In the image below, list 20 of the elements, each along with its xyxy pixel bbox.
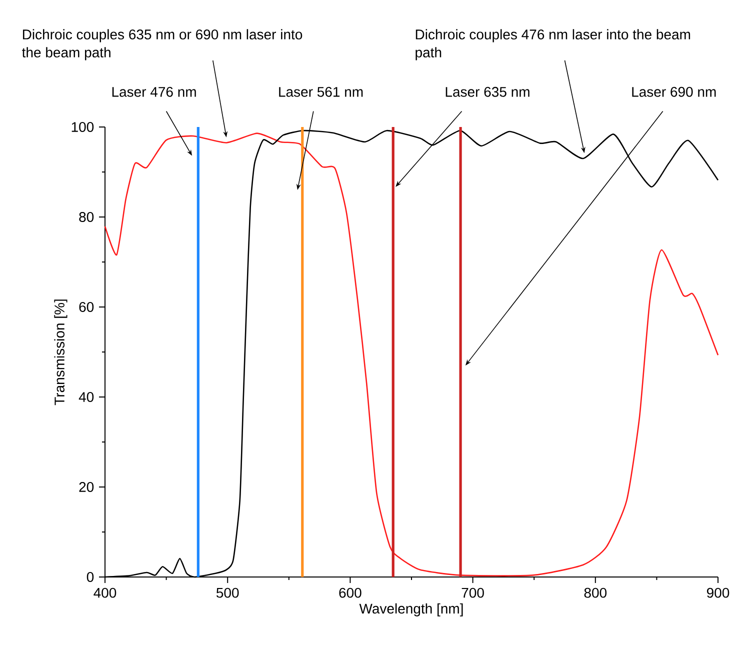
ref-line-label: Laser 635 nm <box>446 86 530 97</box>
ref-line-label: Laser 561 nm <box>279 86 363 97</box>
y-tick-label: 20 <box>79 482 94 492</box>
y-tick-label: 40 <box>78 392 94 402</box>
x-tick-label: 600 <box>339 588 362 598</box>
y-tick-label: 0 <box>86 572 94 582</box>
x-tick-label: 500 <box>216 588 239 598</box>
x-tick-label: 800 <box>584 588 607 598</box>
text: Dichroic couples 635 nm or 690 nm laser into the beam path <box>22 29 302 60</box>
x-tick-label: 700 <box>462 588 484 598</box>
x-tick-label: 900 <box>706 588 730 598</box>
ref-line-label: Laser 690 nm <box>632 86 716 97</box>
x-axis-title: Wavelength [nm] <box>359 603 463 616</box>
y-tick-label: 100 <box>72 122 94 132</box>
y-tick-label: 80 <box>79 212 94 222</box>
y-tick-label: 60 <box>79 302 94 312</box>
y-axis-title: Transmission [%] <box>54 300 68 406</box>
ref-line-label: Laser 476 nm <box>112 86 196 97</box>
text: Dichroic couples 476 nm laser into the beam path <box>416 29 690 60</box>
x-tick-label: 400 <box>94 588 116 598</box>
